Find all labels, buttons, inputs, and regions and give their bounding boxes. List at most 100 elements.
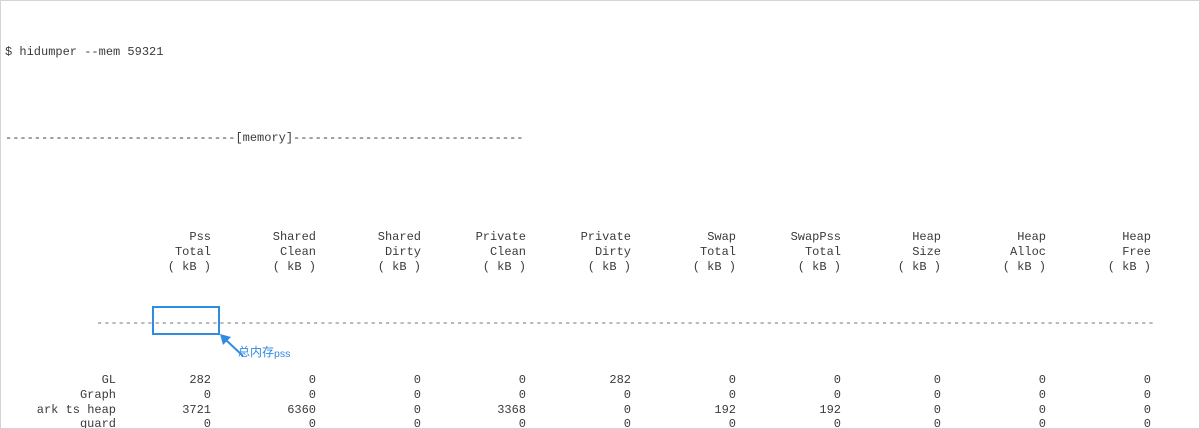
column-header-line: ( kB ) (377, 259, 421, 274)
column-header: Private Clean( kB ) (421, 230, 526, 274)
cell: 0 (203, 417, 211, 429)
column-header-line: ( kB ) (482, 259, 526, 274)
blank-line (1, 88, 1199, 103)
row-label: GL (101, 373, 116, 387)
cell: 0 (413, 417, 421, 429)
annotation-label: 总内存pss (238, 344, 290, 360)
column-header-line: ( kB ) (272, 259, 316, 274)
cell: 0 (833, 387, 841, 402)
column-header-line: Dirty (384, 244, 421, 259)
cell: 0 (1038, 387, 1046, 402)
cell: 0 (623, 417, 631, 429)
column-header: Shared Dirty( kB ) (316, 230, 421, 274)
column-header-line: Private (475, 230, 526, 244)
cell: 0 (933, 417, 941, 429)
column-header-line: Shared (377, 230, 421, 244)
column-header-line: Private (580, 230, 631, 244)
column-header: SwapPss Total( kB ) (736, 230, 841, 274)
cell: 0 (1038, 373, 1046, 387)
cell: 3368 (497, 402, 526, 417)
header-label-spacer (1, 230, 116, 274)
cell: 0 (308, 417, 316, 429)
cell: 0 (203, 387, 211, 402)
column-header-line: ( kB ) (1107, 259, 1151, 274)
column-header-line: Heap (1017, 230, 1046, 244)
cell: 0 (1038, 417, 1046, 429)
cell: 0 (518, 387, 526, 402)
row-label: guard (79, 417, 116, 429)
cell: 0 (1143, 387, 1151, 402)
column-header-line: Clean (279, 244, 316, 259)
column-header-line: Pss (189, 230, 211, 244)
cell: 282 (189, 373, 211, 387)
cell: 0 (518, 417, 526, 429)
table-header: Pss Total( kB ) Shared Clean( kB ) Shared Dir… (1, 230, 1199, 274)
cell: 192 (819, 402, 841, 417)
cell: 0 (308, 373, 316, 387)
cell: 0 (308, 387, 316, 402)
pss-highlight-box (152, 306, 220, 335)
annotation-label-cn: 总内存 (238, 345, 275, 359)
column-header: Heap Alloc( kB ) (941, 230, 1046, 274)
cell: 0 (728, 373, 736, 387)
blank-line (1, 173, 1199, 188)
column-header-line: Swap (707, 230, 736, 244)
cell: 0 (728, 387, 736, 402)
memory-section-banner: --------------------------------[memory]… (5, 130, 524, 145)
cell: 192 (714, 402, 736, 417)
cell: 0 (933, 402, 941, 417)
column-header-line: Heap (912, 230, 941, 244)
column-header-line: Size (912, 244, 941, 259)
cell: 0 (1143, 373, 1151, 387)
column-header-line: Clean (489, 244, 526, 259)
column-header-line: ( kB ) (692, 259, 736, 274)
cell: 6360 (287, 402, 316, 417)
cell: 0 (1143, 402, 1151, 417)
cell: 0 (933, 373, 941, 387)
column-header-line: Alloc (1009, 244, 1046, 259)
annotation-label-sub: pss (274, 348, 291, 360)
cell: 0 (728, 417, 736, 429)
column-header: Heap Free( kB ) (1046, 230, 1151, 274)
cell: 0 (1038, 402, 1046, 417)
memory-table-body: GL 282 0 0 0 282 0 0 0 0 0 Graph 0 0 0 0 0 0 0 0 0 0 ark ts he… (1, 373, 1199, 429)
cell: 0 (833, 417, 841, 429)
table-row: GL 282 0 0 0 282 0 0 0 0 0 (1, 373, 1199, 388)
table-row: Graph 0 0 0 0 0 0 0 0 0 0 (1, 388, 1199, 403)
column-header-line: ( kB ) (797, 259, 841, 274)
column-header: Pss Total( kB ) (116, 230, 211, 274)
table-row: guard 0 0 0 0 0 0 0 0 0 0 (1, 417, 1199, 429)
column-header: Shared Clean( kB ) (211, 230, 316, 274)
cell: 0 (413, 402, 421, 417)
row-label: ark ts heap (36, 402, 116, 417)
column-header-line: ( kB ) (1002, 259, 1046, 274)
column-header-line: Heap (1122, 230, 1151, 244)
cell: 0 (933, 387, 941, 402)
cell: 0 (1143, 417, 1151, 429)
column-header-line: ( kB ) (587, 259, 631, 274)
annotation-arrow-icon (220, 334, 244, 357)
cell: 3721 (182, 402, 211, 417)
column-header-line: Total (804, 244, 841, 259)
cell: 282 (609, 373, 631, 387)
column-header-line: Total (699, 244, 736, 259)
cell: 0 (413, 373, 421, 387)
header-separator: ----------------------------------------… (96, 316, 1154, 331)
column-header: Heap Size( kB ) (841, 230, 941, 274)
table-row: ark ts heap 3721 6360 0 3368 0 192 192 0 0 0 (1, 403, 1199, 418)
cell: 0 (413, 387, 421, 402)
command-line: $ hidumper --mem 59321 (5, 45, 164, 59)
column-header-line: Shared (272, 230, 316, 244)
column-header-line: Total (174, 244, 211, 259)
column-header: Private Dirty( kB ) (526, 230, 631, 274)
column-header-line: Dirty (594, 244, 631, 259)
column-header-line: ( kB ) (167, 259, 211, 274)
column-header: Swap Total( kB ) (631, 230, 736, 274)
column-header-line: Free (1122, 244, 1151, 259)
cell: 0 (623, 402, 631, 417)
cell: 0 (833, 373, 841, 387)
cell: 0 (518, 373, 526, 387)
column-header-line: ( kB ) (897, 259, 941, 274)
column-header-line: SwapPss (790, 230, 841, 244)
